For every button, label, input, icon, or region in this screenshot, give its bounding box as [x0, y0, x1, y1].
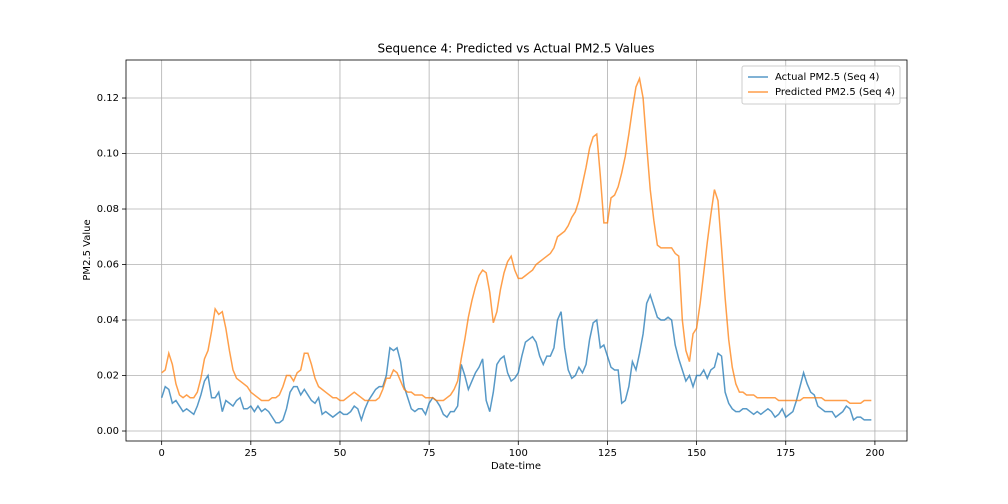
x-tick-label: 200: [865, 448, 884, 459]
x-tick-label: 75: [423, 448, 436, 459]
x-tick-label: 25: [244, 448, 257, 459]
y-tick-label: 0.10: [97, 149, 119, 160]
y-axis-label: PM2.5 Value: [82, 219, 93, 280]
y-tick-label: 0.04: [97, 315, 119, 326]
legend-label: Predicted PM2.5 (Seq 4): [775, 87, 895, 98]
x-tick-label: 125: [598, 448, 617, 459]
x-tick-label: 0: [158, 448, 164, 459]
data-line: [161, 76, 872, 405]
x-tick-label: 50: [334, 448, 347, 459]
y-tick-label: 0.00: [97, 426, 119, 437]
chart-title: Sequence 4: Predicted vs Actual PM2.5 Va…: [378, 42, 655, 56]
legend-label: Actual PM2.5 (Seq 4): [775, 72, 880, 83]
y-tick-label: 0.06: [97, 260, 119, 271]
y-tick-label: 0.08: [97, 204, 119, 215]
y-tick-label: 0.12: [97, 93, 119, 104]
y-tick-label: 0.02: [97, 371, 119, 382]
x-tick-label: 175: [776, 448, 795, 459]
x-tick-label: 150: [687, 448, 706, 459]
x-tick-label: 100: [509, 448, 528, 459]
data-line: [160, 292, 872, 424]
legend-box: [741, 65, 901, 105]
legend: Actual PM2.5 (Seq 4) Predicted PM2.5 (Seq…: [741, 65, 901, 105]
x-axis-label: Date-time: [491, 461, 541, 472]
plot-frame: [125, 59, 908, 442]
